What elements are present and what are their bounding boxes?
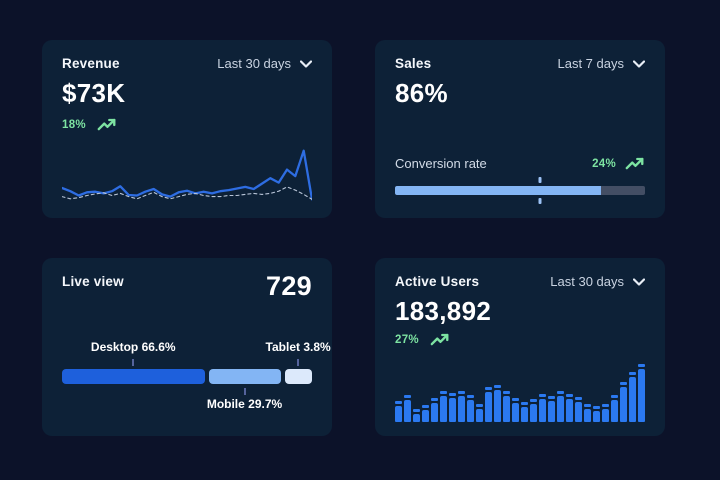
user-bar <box>530 398 537 422</box>
user-bar <box>593 406 600 422</box>
dashboard-grid: Revenue Last 30 days $73K 18% Sales Last… <box>42 40 665 436</box>
tablet-segment <box>284 369 312 384</box>
live-view-header: Live view 729 <box>62 271 312 302</box>
trend-up-icon <box>625 157 644 169</box>
conversion-progress-track <box>395 186 645 195</box>
conversion-rate-label: Conversion rate <box>395 156 487 171</box>
desktop-share-label: Desktop 66.6% <box>90 340 176 354</box>
active-users-header: Active Users Last 30 days <box>395 274 645 289</box>
revenue-line-chart <box>62 149 312 201</box>
device-split-chart: Desktop 66.6% Tablet 3.8% Mobile 29.7% <box>62 340 331 414</box>
user-bar <box>602 404 609 422</box>
user-bar <box>548 395 555 422</box>
active-users-trend-badge: 27% <box>395 333 645 347</box>
device-split-bar <box>62 369 312 384</box>
trend-up-icon <box>97 118 116 131</box>
active-users-delta: 27% <box>395 334 419 346</box>
user-bar <box>512 398 519 422</box>
user-bar <box>539 393 546 422</box>
user-bar <box>467 395 474 422</box>
conversion-rate-row: Conversion rate 24% <box>395 156 645 171</box>
trend-up-icon <box>430 333 449 346</box>
active-users-card: Active Users Last 30 days 183,892 27% <box>375 258 665 436</box>
mobile-segment <box>208 369 281 384</box>
user-bar <box>503 390 510 422</box>
user-bar <box>575 397 582 422</box>
sales-card-header: Sales Last 7 days <box>395 56 645 71</box>
active-users-value: 183,892 <box>395 296 492 326</box>
user-bar <box>449 393 456 422</box>
user-bar <box>629 372 636 422</box>
user-bar <box>395 400 402 422</box>
revenue-card-title: Revenue <box>62 56 120 71</box>
chevron-down-icon <box>300 59 312 68</box>
user-bar <box>521 401 528 422</box>
user-bar <box>413 408 420 422</box>
sales-range-dropdown[interactable]: Last 7 days <box>557 56 645 71</box>
revenue-card-header: Revenue Last 30 days <box>62 56 312 71</box>
mobile-pointer-tick <box>243 388 246 395</box>
active-users-bar-chart <box>395 364 645 422</box>
user-bar <box>494 384 501 422</box>
user-bar <box>485 387 492 422</box>
live-view-card: Live view 729 Desktop 66.6% Tablet 3.8% … <box>42 258 332 436</box>
user-bar <box>611 395 618 422</box>
user-bar <box>431 398 438 422</box>
mobile-share-label: Mobile 29.7% <box>206 397 283 411</box>
sales-range-label: Last 7 days <box>557 56 625 71</box>
user-bar <box>584 404 591 422</box>
revenue-range-dropdown[interactable]: Last 30 days <box>217 56 312 71</box>
sales-card: Sales Last 7 days 86% Conversion rate 24… <box>375 40 665 218</box>
revenue-trend-badge: 18% <box>62 118 312 132</box>
user-bar <box>404 395 411 422</box>
conversion-trend-badge: 24% <box>592 157 645 171</box>
tablet-share-label: Tablet 3.8% <box>265 340 331 354</box>
chevron-down-icon <box>633 59 645 68</box>
user-bar <box>476 404 483 422</box>
user-bar <box>638 364 645 422</box>
chevron-down-icon <box>633 277 645 286</box>
revenue-range-label: Last 30 days <box>217 56 291 71</box>
user-bar <box>557 391 564 422</box>
user-bar <box>458 390 465 422</box>
conversion-progress-fill <box>395 186 602 195</box>
tablet-pointer-tick <box>297 359 300 366</box>
user-bar <box>566 393 573 422</box>
live-view-title: Live view <box>62 274 124 289</box>
sales-value: 86% <box>395 78 448 108</box>
conversion-progress <box>395 177 645 204</box>
conversion-delta: 24% <box>592 157 616 170</box>
user-bar <box>620 381 627 422</box>
sales-card-title: Sales <box>395 56 432 71</box>
desktop-pointer-tick <box>132 359 135 366</box>
live-view-value: 729 <box>266 271 312 301</box>
progress-marker-top <box>538 177 542 183</box>
active-users-title: Active Users <box>395 274 480 289</box>
user-bar <box>440 390 447 422</box>
active-users-range-dropdown[interactable]: Last 30 days <box>550 274 645 289</box>
active-users-range-label: Last 30 days <box>550 274 624 289</box>
revenue-card: Revenue Last 30 days $73K 18% <box>42 40 332 218</box>
progress-marker-bottom <box>538 198 542 204</box>
revenue-value: $73K <box>62 78 126 108</box>
desktop-segment <box>62 369 205 384</box>
revenue-delta: 18% <box>62 119 86 131</box>
user-bar <box>422 405 429 422</box>
